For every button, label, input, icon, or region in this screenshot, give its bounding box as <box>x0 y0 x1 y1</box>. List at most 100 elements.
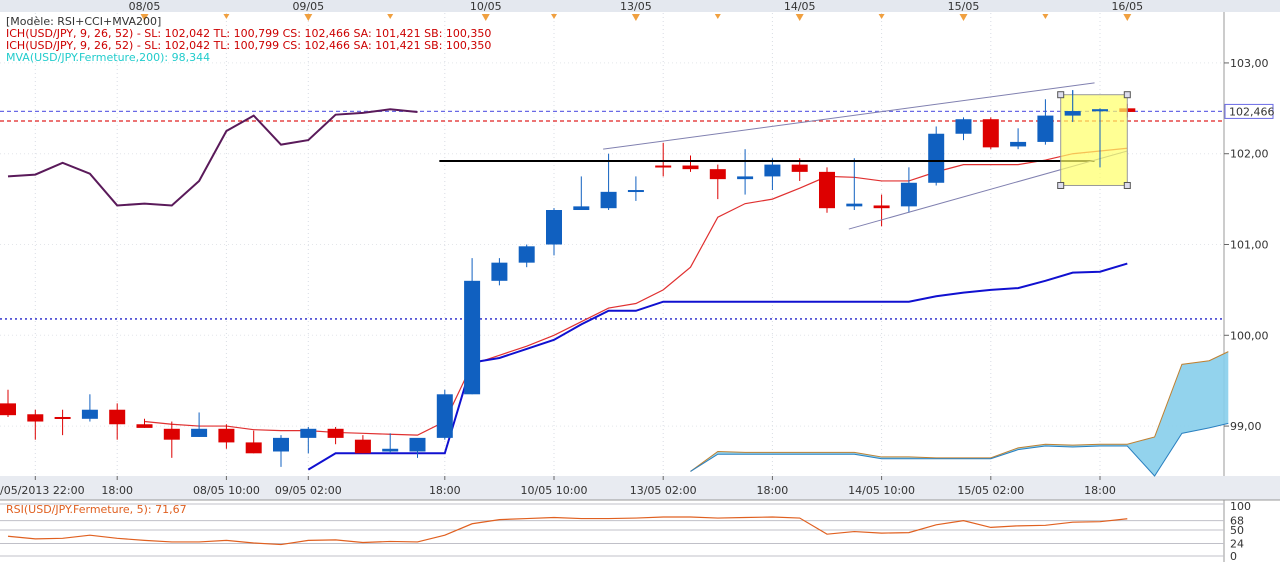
bottom-date-label: 18:00 <box>429 484 461 497</box>
candle <box>546 208 562 256</box>
candle-body <box>136 424 153 428</box>
candle-body <box>846 203 863 207</box>
candle <box>464 258 481 395</box>
candle <box>273 435 289 467</box>
session-marker-icon <box>223 14 230 19</box>
candle-body <box>873 205 890 209</box>
candle-body <box>928 133 945 183</box>
candle-body <box>163 428 180 440</box>
candle-body <box>245 442 262 454</box>
candle-body <box>546 210 562 245</box>
user-drawings[interactable] <box>439 82 1131 230</box>
candle <box>191 412 208 437</box>
senkou-a-line <box>690 351 1229 472</box>
candle-body <box>600 191 617 209</box>
candle <box>1037 99 1054 145</box>
candle <box>491 258 508 286</box>
candle-body <box>409 437 426 452</box>
rsi-tick-label: 68 <box>1230 515 1244 528</box>
candle <box>518 244 535 268</box>
candle-body <box>982 119 999 148</box>
candle-body <box>81 409 98 419</box>
candle <box>136 418 153 428</box>
rsi-bg <box>0 500 1280 562</box>
bottom-date-label: 08/05 10:00 <box>193 484 260 497</box>
candle <box>682 155 699 172</box>
bottom-date-strip <box>0 476 1280 500</box>
candle-body <box>1064 111 1081 116</box>
candle-body <box>273 437 289 452</box>
candle-body <box>737 176 754 180</box>
bottom-date-label: 18:00 <box>757 484 789 497</box>
candle-body <box>54 416 71 419</box>
candle-body <box>900 182 917 207</box>
rsi-tick-label: 0 <box>1230 550 1237 562</box>
top-date-label: 14/05 <box>784 0 816 13</box>
session-marker-icon <box>714 14 721 19</box>
bottom-date-label: 14/05 10:00 <box>848 484 915 497</box>
day-marker-icon <box>959 14 968 21</box>
candle <box>955 117 972 141</box>
box-handle <box>1057 91 1065 99</box>
candle <box>109 403 126 440</box>
candle <box>600 153 617 211</box>
price-tick-label: 100,00 <box>1230 329 1269 342</box>
candle-body <box>464 280 481 395</box>
candle <box>573 176 590 211</box>
candle-body <box>354 439 371 454</box>
candle <box>354 435 371 454</box>
rsi-tick-label: 24 <box>1230 538 1244 551</box>
axes: 103,00 102,00 101,00 100,00 99,00 102,466 08/0… <box>0 0 1275 497</box>
candle-body <box>382 448 399 452</box>
day-marker-icon <box>631 14 640 21</box>
candle <box>1010 128 1027 150</box>
candle <box>709 164 726 200</box>
candle <box>300 426 317 454</box>
candle <box>436 389 453 440</box>
price-tick-label: 101,00 <box>1230 239 1269 252</box>
last-price-label: 102,466 <box>1229 105 1275 118</box>
legend-entry: ICH(USD/JPY, 9, 26, 52) - SL: 102,042 TL… <box>6 39 491 52</box>
ichimoku-cloud <box>690 351 1229 477</box>
bottom-date-label: 18:00 <box>1084 484 1116 497</box>
day-marker-icon <box>304 14 313 21</box>
bottom-date-label: 06/05/2013 22:00 <box>0 484 85 497</box>
candle <box>27 409 44 440</box>
day-marker-icon <box>481 14 490 21</box>
legend: [Modèle: RSI+CCI+MVA200]ICH(USD/JPY, 9, … <box>6 15 491 64</box>
candle-body <box>300 428 317 438</box>
candle <box>764 158 781 191</box>
top-date-strip <box>0 0 1280 12</box>
legend-entry: ICH(USD/JPY, 9, 26, 52) - SL: 102,042 TL… <box>6 27 491 40</box>
rsi-line <box>7 516 1128 546</box>
candle <box>655 142 672 177</box>
candle <box>928 126 945 186</box>
horizontal-reference-lines <box>0 110 1224 320</box>
box-handle <box>1057 181 1065 189</box>
bottom-date-label: 15/05 02:00 <box>957 484 1024 497</box>
candle-body <box>218 428 235 443</box>
day-marker-icon <box>140 14 149 21</box>
top-date-label: 09/05 <box>292 0 324 13</box>
day-marker-icon <box>795 14 804 21</box>
candle-body <box>709 169 726 180</box>
candle-body <box>27 414 44 422</box>
candle <box>900 167 917 213</box>
top-date-label: 08/05 <box>129 0 161 13</box>
day-marker-icon <box>1123 14 1132 21</box>
candle-body <box>109 409 126 425</box>
candle <box>819 167 835 213</box>
candle <box>627 176 644 201</box>
candle <box>54 409 71 436</box>
box-handle <box>1123 91 1131 99</box>
candle-body <box>1010 141 1027 147</box>
candle-body <box>955 119 972 134</box>
candle-body <box>819 171 835 209</box>
session-marker-icon <box>1042 14 1049 19</box>
candle-body <box>655 165 672 168</box>
rsi-pane: RSI(USD/JPY.Fermeture, 5): 71,67 100 68502… <box>0 500 1251 562</box>
top-date-label: 10/05 <box>470 0 502 13</box>
last-price-badge <box>1224 103 1274 119</box>
